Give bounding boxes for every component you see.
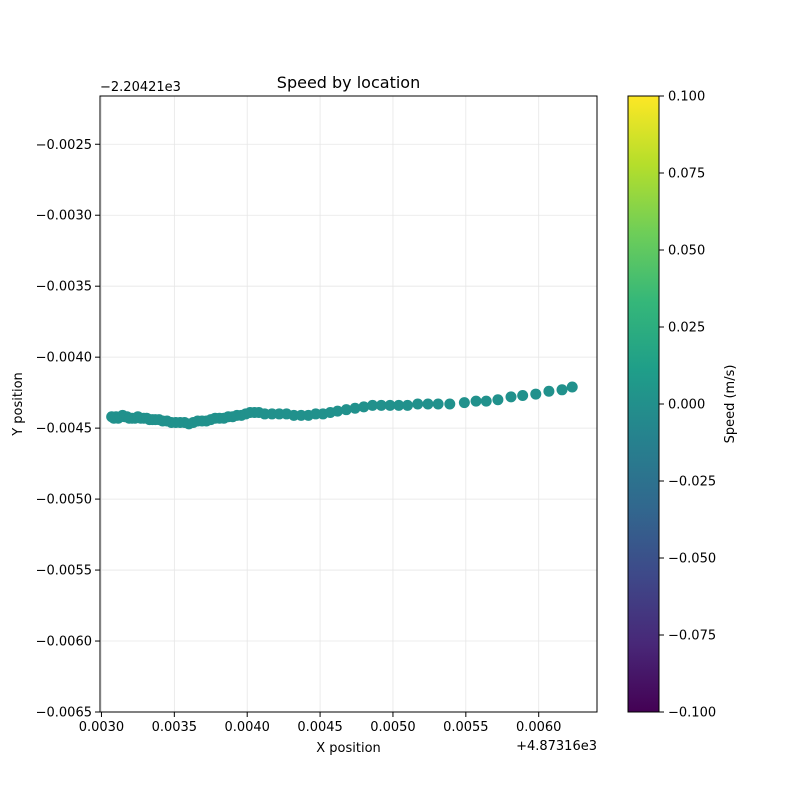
y-axis-label: Y position: [11, 372, 26, 437]
colorbar-tick-label: −0.100: [668, 706, 716, 721]
data-point: [556, 384, 568, 396]
y-tick-label: −0.0030: [36, 209, 92, 224]
y-tick-label: −0.0025: [36, 138, 92, 153]
data-point: [444, 398, 456, 410]
data-point: [432, 398, 444, 410]
x-axis-label: X position: [316, 741, 381, 756]
data-point: [367, 399, 379, 411]
data-point: [470, 395, 482, 407]
x-tick-label: 0.0035: [152, 720, 198, 735]
x-tick-label: 0.0040: [224, 720, 270, 735]
y-tick-label: −0.0040: [36, 351, 92, 366]
data-point: [530, 388, 542, 400]
colorbar-label: Speed (m/s): [723, 365, 738, 444]
x-tick-label: 0.0045: [297, 720, 343, 735]
y-tick-label: −0.0065: [36, 706, 92, 721]
x-offset-label: +4.87316e3: [516, 739, 597, 754]
x-tick-label: 0.0050: [370, 720, 416, 735]
grid-lines: [100, 96, 597, 713]
colorbar-tick-label: 0.075: [668, 167, 705, 182]
data-point: [402, 399, 414, 411]
colorbar-tick-label: 0.050: [668, 244, 705, 259]
y-tick-label: −0.0050: [36, 493, 92, 508]
colorbar-tick-label: −0.075: [668, 629, 716, 644]
colorbar-tick-label: −0.025: [668, 475, 716, 490]
y-tick-label: −0.0055: [36, 564, 92, 579]
colorbar-tick-label: −0.050: [668, 552, 716, 567]
y-tick-label: −0.0060: [36, 635, 92, 650]
chart-title: Speed by location: [277, 73, 420, 92]
x-tick-label: 0.0060: [516, 720, 562, 735]
y-tick-label: −0.0035: [36, 280, 92, 295]
colorbar-ticks: 0.100 0.075 0.050 0.025 0.000 −0.025 −0.050 −0.…: [659, 90, 716, 721]
x-axis: 0.0030 0.0035 0.0040 0.0045 0.0050 0.0055 0.00…: [79, 712, 562, 735]
data-point: [412, 398, 424, 410]
y-axis: −0.0025 −0.0030 −0.0035 −0.0040 −0.0045 −0.00…: [36, 138, 100, 721]
data-point: [422, 398, 434, 410]
x-tick-label: 0.0055: [443, 720, 489, 735]
data-point: [349, 402, 361, 414]
colorbar-tick-label: 0.100: [668, 90, 705, 105]
data-point: [375, 399, 387, 411]
x-tick-label: 0.0030: [79, 720, 125, 735]
colorbar-gradient: [627, 95, 660, 713]
data-point: [505, 391, 517, 403]
data-point: [384, 399, 396, 411]
data-point: [492, 394, 504, 406]
data-point: [480, 395, 492, 407]
data-point: [358, 401, 370, 413]
colorbar: 0.100 0.075 0.050 0.025 0.000 −0.025 −0.050 −0.…: [627, 90, 738, 721]
data-point: [393, 399, 405, 411]
data-point: [543, 385, 555, 397]
y-offset-label: −2.20421e3: [100, 80, 181, 95]
data-point: [332, 405, 344, 417]
data-point: [517, 389, 529, 401]
colorbar-tick-label: 0.025: [668, 321, 705, 336]
y-tick-label: −0.0045: [36, 422, 92, 437]
data-point: [458, 397, 470, 409]
data-point: [340, 404, 352, 416]
data-point: [566, 381, 578, 393]
data-points: [106, 381, 578, 430]
plot-area-frame: [99, 95, 598, 713]
colorbar-tick-label: 0.000: [668, 398, 705, 413]
